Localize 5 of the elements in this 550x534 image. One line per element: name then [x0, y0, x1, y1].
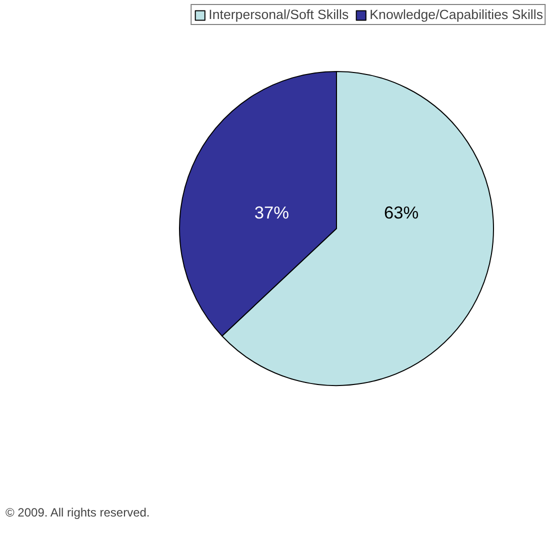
legend-label: Interpersonal/Soft Skills [208, 7, 349, 22]
data-label: 63% [384, 202, 419, 222]
data-label: 37% [254, 202, 290, 222]
legend-label: Knowledge/Capabilities Skills [370, 7, 543, 22]
text: © 2009. All rights reserved. [6, 506, 150, 520]
